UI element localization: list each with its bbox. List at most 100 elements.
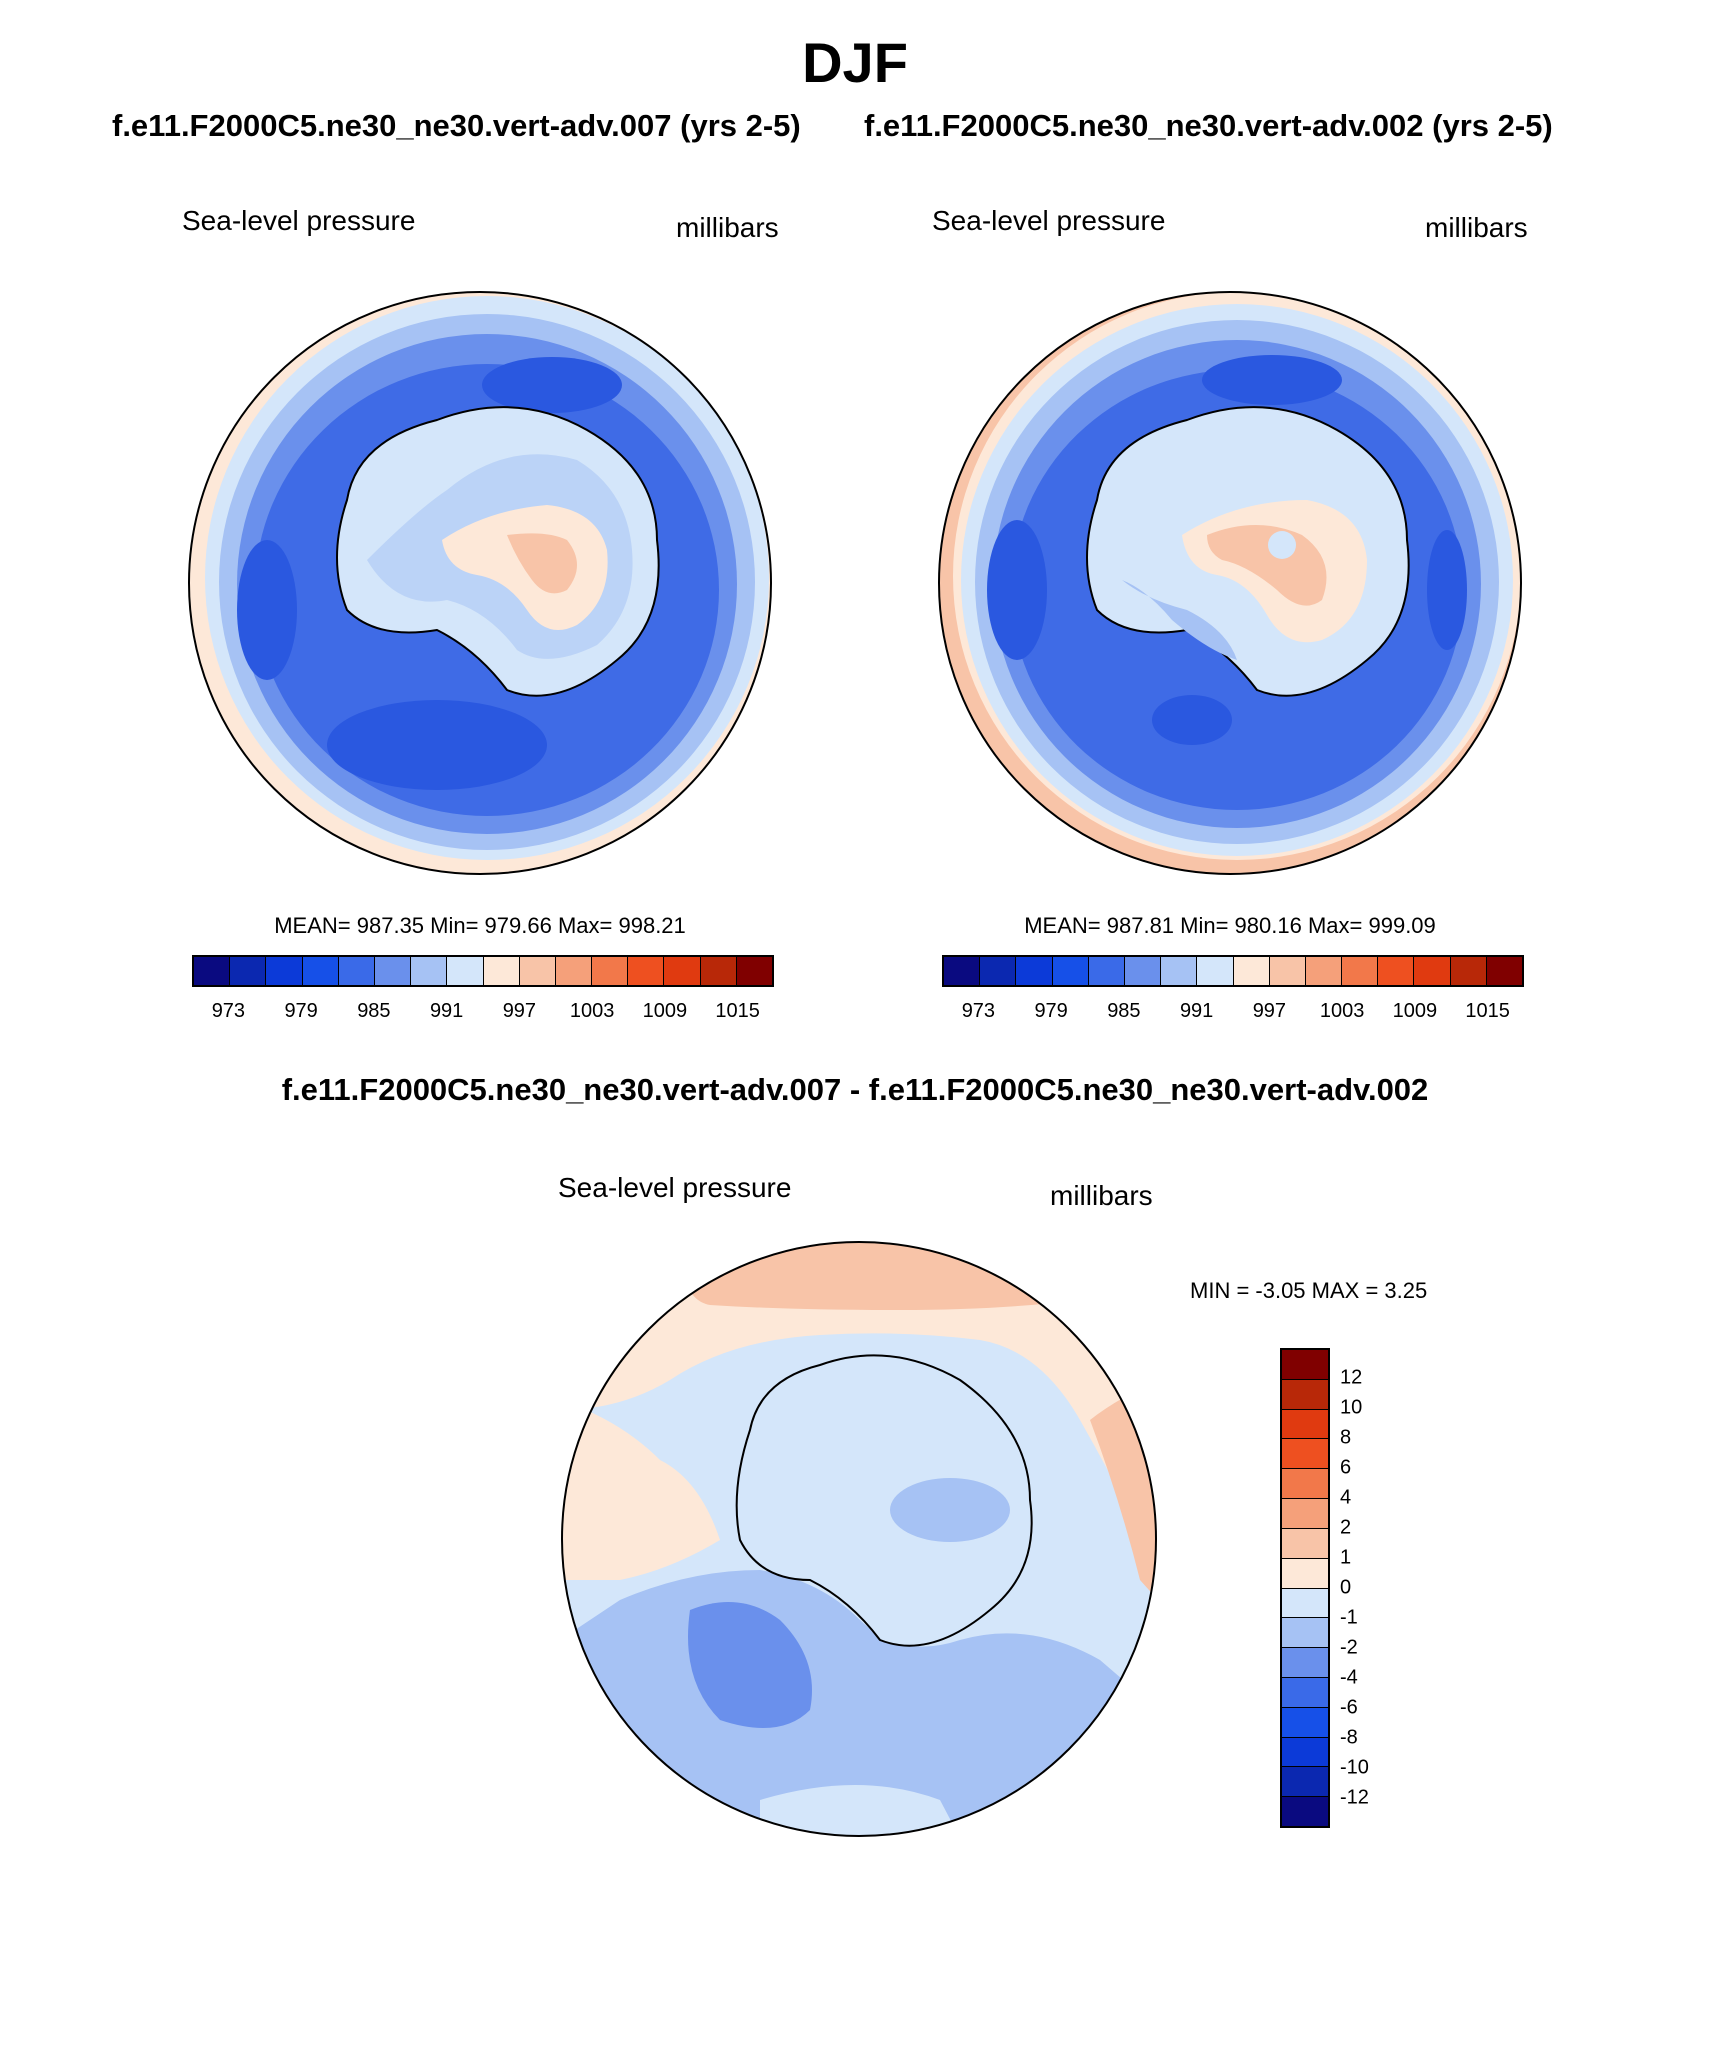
panel1-colorbar-cell <box>266 957 303 985</box>
difference-colorbar-tick-label: -12 <box>1340 1786 1369 1809</box>
panel1-colorbar-cell <box>519 957 556 985</box>
panel1-plateau-warmer <box>507 533 577 594</box>
panel1-low-south <box>327 700 547 790</box>
panel1-colorbar-tick-label: 1015 <box>715 1000 760 1022</box>
difference-colorbar-cell <box>1282 1707 1328 1738</box>
panel1-colorbar-tick-label: 1009 <box>642 1000 688 1022</box>
panel1-colorbar-tick-label: 1003 <box>569 1000 615 1022</box>
difference-colorbar-tick-label: 1 <box>1340 1546 1352 1569</box>
panel2-plateau-dip <box>1268 531 1296 559</box>
panel2-continent-light <box>1122 580 1237 660</box>
diff-variable-label: Sea-level pressure <box>558 1172 792 1203</box>
difference-colorbar-tick-label: 0 <box>1340 1576 1352 1599</box>
difference-colorbar-cell <box>1282 1350 1328 1380</box>
panel2-colorbar-cell <box>1088 957 1125 985</box>
diff-warm-west <box>562 1400 720 1580</box>
difference-colorbar-cell <box>1282 1469 1328 1500</box>
difference-colorbar-cell <box>1282 1439 1328 1470</box>
difference-colorbar-tick-label: 4 <box>1340 1486 1352 1509</box>
case1-title: f.e11.F2000C5.ne30_ne30.vert-adv.007 (yr… <box>112 108 801 143</box>
diff-continent-cool <box>890 1478 1010 1542</box>
panel2-polar-map <box>938 291 1522 875</box>
difference-colorbar-cell <box>1282 1499 1328 1529</box>
panel1-polar-map <box>188 291 772 875</box>
panel2-variable-label: Sea-level pressure <box>932 205 1166 236</box>
panel2-colorbar-cell <box>1124 957 1162 985</box>
panel1-colorbar-cell <box>194 957 231 985</box>
panel1-colorbar-cell <box>374 957 412 985</box>
panel2-map-border <box>938 291 1522 875</box>
panel1-low-west <box>237 540 297 680</box>
difference-colorbar-cell <box>1282 1677 1328 1708</box>
panel1-colorbar-cell <box>411 957 448 985</box>
panel1-colorbar-cell <box>555 957 593 985</box>
panel1-colorbar-tick-label: 973 <box>211 1000 246 1022</box>
diff-continent <box>735 1354 1033 1647</box>
difference-colorbar-cell <box>1282 1528 1328 1559</box>
difference-colorbar-tick-label: -10 <box>1340 1756 1369 1779</box>
difference-colorbar-tick-label: 8 <box>1340 1426 1352 1449</box>
difference-colorbar-cell <box>1282 1558 1328 1589</box>
panel2-colorbar-tick-label: 991 <box>1179 1000 1214 1022</box>
diff-units-label: millibars <box>1050 1180 1153 1211</box>
panel2-colorbar-cell <box>1305 957 1343 985</box>
panel1-colorbar-tick-label: 979 <box>284 1000 318 1022</box>
panel1-colorbar-cell <box>664 957 701 985</box>
difference-colorbar-cell <box>1282 1648 1328 1678</box>
panel2-colorbar-cell <box>1342 957 1379 985</box>
panel2-low-south <box>1152 695 1232 745</box>
panel2-colorbar-cell <box>1486 957 1522 985</box>
difference-colorbar-cell <box>1282 1797 1328 1826</box>
panel2-colorbar-cell <box>1414 957 1451 985</box>
panel2-colorbar-tick-label: 1009 <box>1392 1000 1438 1022</box>
panel2-low-east <box>1427 530 1467 650</box>
panel1-units-label: millibars <box>676 212 779 243</box>
difference-colorbar-tick-label: 10 <box>1340 1396 1363 1419</box>
panel1-colorbar-cell <box>628 957 665 985</box>
diff-min-max: MIN = -3.05 MAX = 3.25 <box>1190 1278 1428 1303</box>
difference-colorbar-tick-label: 2 <box>1340 1516 1352 1539</box>
panel2-colorbar-cell <box>944 957 981 985</box>
season-title: DJF <box>802 31 908 94</box>
panel1-colorbar-tick-label: 985 <box>357 1000 391 1022</box>
panel2-colorbar-tick-label: 979 <box>1034 1000 1068 1022</box>
panel1-colorbar-cell <box>338 957 375 985</box>
panel2-low-north <box>1202 355 1342 405</box>
panel1-colorbar-cell <box>700 957 737 985</box>
panel2-colorbar-cell <box>980 957 1017 985</box>
panel2-colorbar-tick-label: 1003 <box>1319 1000 1365 1022</box>
panel1-colorbar-cell <box>302 957 339 985</box>
panel2-colorbar-cell <box>1269 957 1306 985</box>
panel2-plateau-warmer <box>1207 525 1327 606</box>
panel2-colorbar-tick-label: 973 <box>961 1000 996 1022</box>
panel2-colorbar <box>942 955 1524 987</box>
diff-cool-far-south <box>760 1785 960 1836</box>
panel2-colorbar-cell <box>1233 957 1270 985</box>
difference-colorbar-cell <box>1282 1409 1328 1440</box>
panel2-colorbar-cell <box>1378 957 1415 985</box>
panel1-colorbar-cell <box>447 957 484 985</box>
difference-title: f.e11.F2000C5.ne30_ne30.vert-adv.007 - f… <box>281 1072 1429 1107</box>
panel2-colorbar-cell <box>1052 957 1089 985</box>
panel2-colorbar-cell <box>1197 957 1234 985</box>
difference-colorbar-tick-label: -6 <box>1340 1696 1358 1719</box>
diff-map-border <box>561 1241 1157 1837</box>
difference-colorbar-cell <box>1282 1588 1328 1619</box>
difference-colorbar-tick-label: -2 <box>1340 1636 1358 1659</box>
panel2-colorbar-tick-label: 1015 <box>1465 1000 1510 1022</box>
panel2-colorbar-tick-label: 985 <box>1107 1000 1141 1022</box>
panel2-low-west <box>987 520 1047 660</box>
difference-colorbar-tick-label: -4 <box>1340 1666 1358 1689</box>
diff-cool-south-strong <box>688 1602 812 1728</box>
panel1-variable-label: Sea-level pressure <box>182 205 416 236</box>
panel1-colorbar-cell <box>230 957 267 985</box>
panel2-colorbar-cell <box>1161 957 1198 985</box>
difference-colorbar-cell <box>1282 1767 1328 1798</box>
panel1-low-north <box>482 357 622 413</box>
diff-warm-top-strong <box>680 1242 1080 1310</box>
case2-title: f.e11.F2000C5.ne30_ne30.vert-adv.002 (yr… <box>864 108 1553 143</box>
panel1-colorbar-cell <box>592 957 629 985</box>
panel1-colorbar-cell <box>483 957 520 985</box>
difference-colorbar-tick-label: 6 <box>1340 1456 1352 1479</box>
panel1-colorbar-tick-label: 997 <box>502 1000 537 1022</box>
